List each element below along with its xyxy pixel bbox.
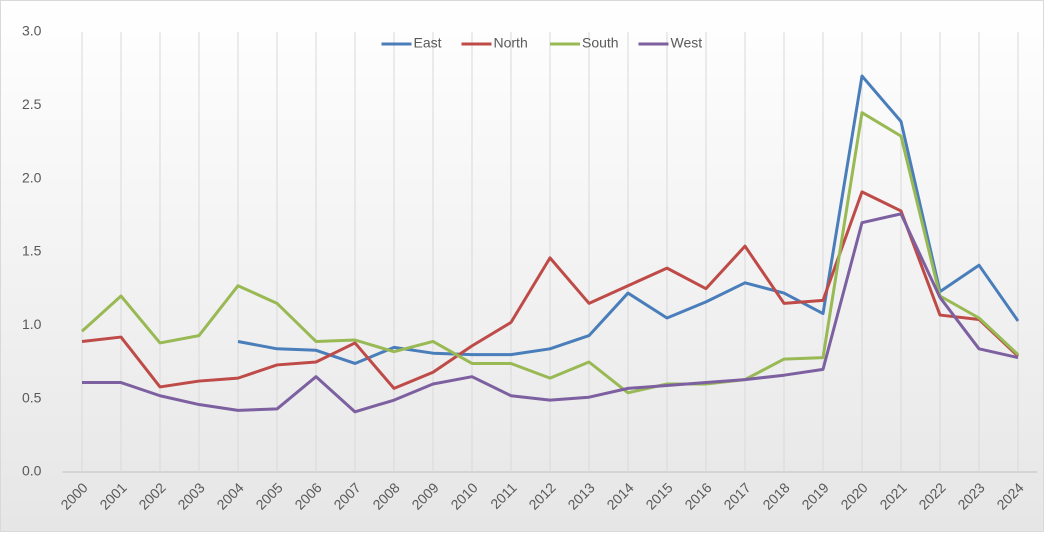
y-tick-label: 1.5: [22, 243, 42, 259]
y-tick-label: 1.0: [22, 316, 42, 332]
y-tick-label: 2.0: [22, 169, 42, 185]
legend-label: East: [414, 35, 442, 51]
legend-label: North: [494, 35, 528, 51]
series-line: [82, 212, 1019, 414]
y-tick-label: 0.0: [22, 463, 42, 479]
y-tick-label: 3.0: [22, 23, 42, 39]
series-line: [81, 190, 1020, 390]
y-tick-label: 2.5: [22, 96, 42, 112]
series-line: [80, 111, 1020, 395]
y-tick-label: 0.5: [22, 389, 42, 405]
legend-label: West: [671, 35, 703, 51]
legend-label: South: [582, 35, 619, 51]
